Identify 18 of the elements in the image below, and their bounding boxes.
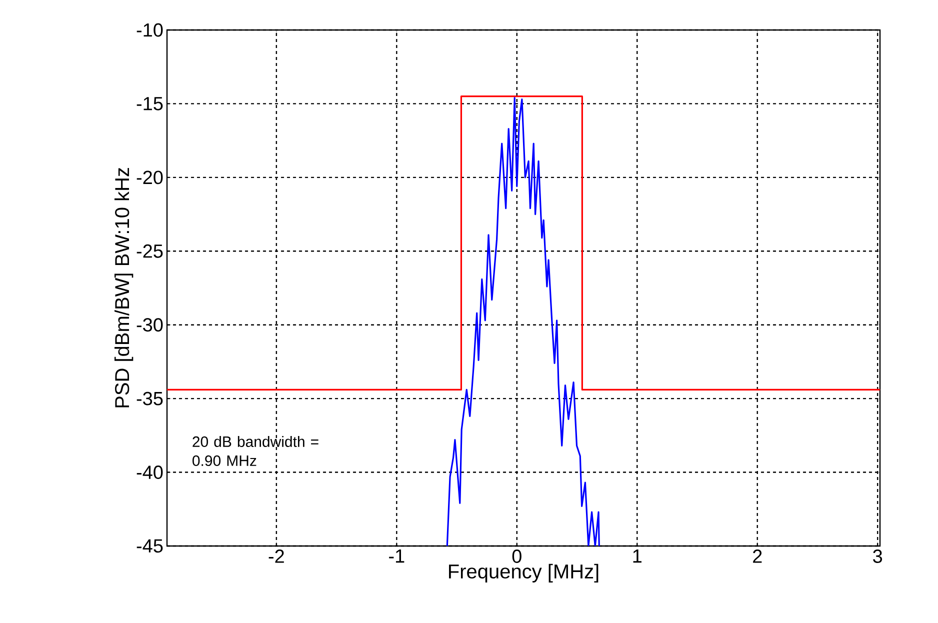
y-tick-label: -45 xyxy=(136,539,163,553)
line-series xyxy=(446,97,600,546)
y-tick-label: -25 xyxy=(136,244,163,258)
x-tick-label: 1 xyxy=(633,550,642,563)
x-tick-label: -2 xyxy=(268,550,284,563)
y-axis-title: PSD [dBm/BW] BW:10 kHz xyxy=(114,168,134,408)
x-axis-title: Frequency [MHz] xyxy=(449,564,598,582)
y-tick-label: -40 xyxy=(136,466,163,479)
y-tick-label: -10 xyxy=(136,23,163,37)
y-tick-label: -35 xyxy=(136,392,163,406)
y-tick-label: -15 xyxy=(136,97,163,110)
x-tick-label: 3 xyxy=(873,550,882,563)
x-tick-label: 0 xyxy=(512,550,522,563)
x-tick-label: -1 xyxy=(389,550,404,563)
y-tick-label: -20 xyxy=(136,170,163,184)
x-tick-label: 2 xyxy=(753,550,762,563)
y-tick-label: -30 xyxy=(136,318,163,332)
annotation: 20 dB bandwidth = 0.90 MHz xyxy=(192,436,318,466)
